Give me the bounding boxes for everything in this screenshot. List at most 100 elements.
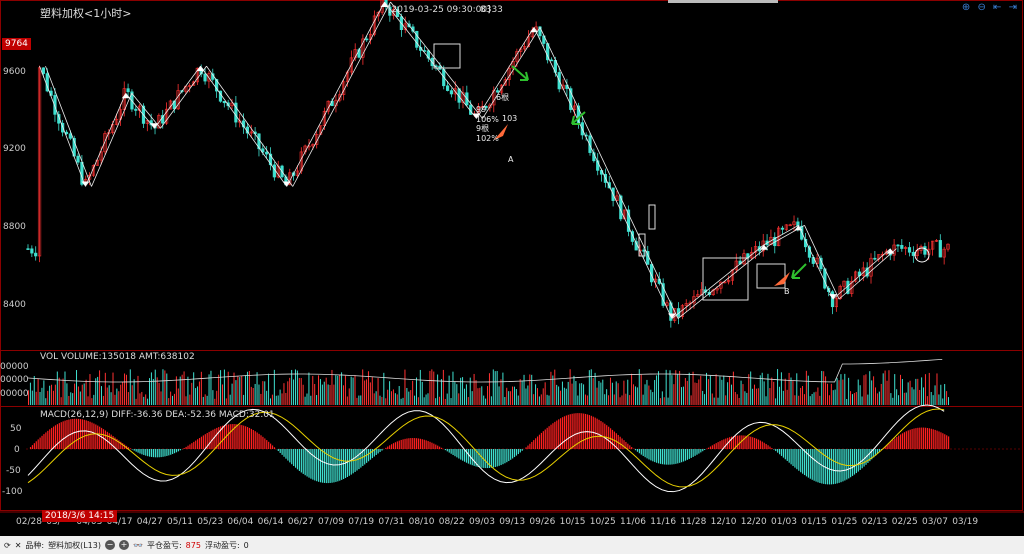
macd-bar [704, 449, 706, 451]
volume-bar [208, 374, 210, 405]
volume-bar [623, 380, 625, 405]
macd-bar [542, 431, 544, 449]
refresh-icon[interactable]: ⟳ [4, 540, 11, 550]
volume-bar [185, 396, 187, 405]
annotation-label-a: A [508, 155, 514, 164]
macd-bar [846, 449, 848, 480]
date-tick: 07/31 [378, 517, 404, 527]
scroll-right-icon[interactable]: ⇥ [1008, 2, 1018, 13]
trend-line [292, 1, 391, 187]
minus-button[interactable]: − [105, 540, 115, 550]
volume-bar [35, 391, 37, 405]
macd-bar [463, 449, 466, 462]
volume-bar [490, 396, 492, 405]
volume-bar [364, 380, 366, 405]
volume-bar [942, 398, 944, 405]
volume-bar [41, 387, 43, 405]
macd-bar [775, 449, 777, 452]
volume-bar [825, 376, 827, 405]
macd-bar [490, 449, 493, 468]
macd-bar [66, 420, 68, 449]
volume-bar [515, 389, 517, 405]
volume-bar [671, 375, 673, 405]
candle-body [99, 151, 103, 161]
volume-bar [191, 382, 193, 405]
macd-bar [686, 449, 688, 460]
macd-bar [558, 419, 560, 449]
product-name[interactable]: 塑料加权(L13) [48, 540, 101, 550]
orange-arrow-icon [774, 272, 790, 286]
volume-bar [521, 380, 523, 405]
volume-bar [850, 391, 852, 405]
volume-bar [650, 389, 652, 405]
trend-line [125, 93, 155, 129]
zoom-out-icon[interactable]: ⊖ [977, 2, 987, 13]
price-tick: 8400 [3, 300, 26, 310]
macd-bar [419, 438, 422, 449]
macd-bar [54, 425, 57, 449]
volume-bar [425, 394, 427, 405]
volume-bar [114, 394, 116, 405]
macd-bar [803, 449, 806, 476]
macd-bar [97, 425, 99, 449]
trend-line [160, 65, 207, 129]
glasses-icon[interactable]: 👓 [133, 540, 143, 550]
macd-bar [273, 447, 276, 449]
macd-bar [189, 444, 191, 449]
date-tick: 01/03 [771, 517, 797, 527]
scroll-left-icon[interactable]: ⇤ [993, 2, 1003, 13]
candle-body [499, 84, 504, 93]
candle-body [53, 95, 57, 115]
zoom-in-icon[interactable]: ⊕ [961, 2, 972, 13]
macd-bar [809, 449, 811, 479]
volume-bar [77, 386, 79, 405]
volume-bar [531, 374, 533, 405]
macd-bar [414, 438, 416, 449]
trend-line [91, 93, 133, 187]
volume-bar [377, 378, 379, 405]
volume-bar [250, 386, 252, 405]
macd-bar [713, 444, 715, 449]
macd-bar [830, 449, 833, 485]
macd-bar [638, 449, 640, 454]
macd-bar [156, 449, 158, 458]
macd-bar [617, 434, 619, 449]
macd-bar [185, 446, 187, 449]
candle-body [522, 46, 527, 50]
volume-bar [381, 397, 383, 405]
svg-text:106%: 106% [476, 115, 499, 124]
plus-button[interactable]: + [119, 540, 129, 550]
volume-bar [72, 393, 74, 405]
volume-bar [859, 385, 861, 405]
macd-bar [517, 449, 519, 455]
macd-bar [45, 432, 47, 449]
candle-body [615, 195, 619, 201]
trend-line [677, 244, 771, 319]
close-icon[interactable]: ✕ [14, 540, 22, 550]
candle-body [911, 251, 915, 256]
macd-bar [711, 445, 713, 449]
volume-bar [921, 377, 923, 405]
macd-bar [135, 449, 137, 452]
volume-bar [281, 393, 283, 405]
macd-bar [913, 428, 915, 449]
chart-canvas[interactable]: 9600 9200 8800 8400 00000 00000 00000 50… [0, 0, 1024, 536]
volume-bar [333, 384, 335, 405]
macd-bar [118, 440, 120, 449]
volume-bar [857, 379, 859, 405]
candle-body [496, 90, 500, 93]
volume-bar [923, 387, 925, 405]
candle-body [596, 160, 600, 171]
macd-bar [659, 449, 662, 464]
volume-bar [771, 377, 773, 405]
volume-bar [125, 374, 127, 405]
date-tick: 11/06 [620, 517, 646, 527]
volume-bar [561, 381, 563, 405]
volume-bar [552, 375, 554, 405]
volume-bar [932, 395, 934, 405]
macd-bar [56, 424, 59, 449]
macd-bar [560, 418, 562, 449]
volume-bar [129, 369, 131, 405]
volume-bar [256, 372, 258, 405]
volume-bar [419, 369, 421, 405]
